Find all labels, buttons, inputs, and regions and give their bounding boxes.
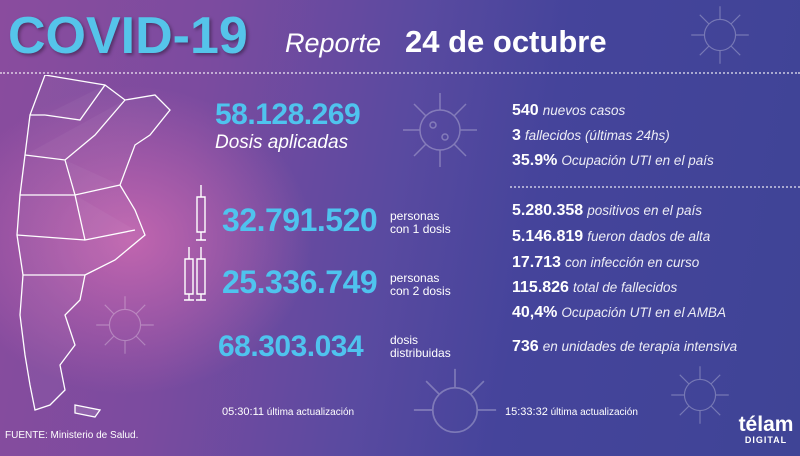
virus-icon xyxy=(671,366,729,424)
stat-label: positivos en el país xyxy=(587,203,703,218)
update-label: última actualización xyxy=(266,407,355,418)
label-line: con 1 dosis xyxy=(390,222,451,236)
title: COVID-19 xyxy=(8,7,248,65)
stat-label: fallecidos (últimas 24hs) xyxy=(524,128,670,143)
daily-row: 35.9% Ocupación UTI en el país xyxy=(512,152,714,170)
total-row: 736 en unidades de terapia intensiva xyxy=(512,338,737,356)
stat-value: 736 xyxy=(512,338,539,355)
label-line: distribuidas xyxy=(390,346,451,360)
total-row: 40,4% Ocupación UTI en el AMBA xyxy=(512,304,726,322)
syringe-icon xyxy=(184,185,206,301)
total-row: 5.280.358 positivos en el país xyxy=(512,202,702,220)
update-time: 05:30:11 xyxy=(222,406,265,418)
stat-label: total de fallecidos xyxy=(572,280,678,295)
telam-logo: télam DIGITAL xyxy=(738,414,794,445)
stat-value: 5.280.358 xyxy=(512,202,584,219)
stat-value: 115.826 xyxy=(512,279,569,296)
daily-row: 540 nuevos casos xyxy=(512,102,625,120)
label-line: personas xyxy=(390,271,440,285)
label-line: con 2 dosis xyxy=(390,284,451,298)
total-row: 115.826 total de fallecidos xyxy=(512,279,677,297)
stat-value: 40,4% xyxy=(512,304,558,321)
vaccination-update: 05:30:11 última actualización xyxy=(222,406,354,418)
total-row: 17.713 con infección en curso xyxy=(512,254,699,272)
virus-icon xyxy=(96,296,154,354)
stat-label: Ocupación UTI en el AMBA xyxy=(561,305,726,320)
virus-icon xyxy=(413,368,497,434)
stat-label: en unidades de terapia intensiva xyxy=(542,339,738,354)
stat-value: 540 xyxy=(512,102,539,119)
stat-value: 3 xyxy=(512,127,521,144)
subtitle: Reporte xyxy=(285,28,382,58)
update-label: última actualización xyxy=(550,407,638,418)
daily-row: 3 fallecidos (últimas 24hs) xyxy=(512,127,670,145)
divider xyxy=(0,72,800,74)
stat-value: 17.713 xyxy=(512,254,561,271)
stat-label: fueron dados de alta xyxy=(587,229,711,244)
doses-applied-value: 58.128.269 xyxy=(215,98,361,131)
logo-subtext: DIGITAL xyxy=(744,435,788,445)
one-dose-value: 32.791.520 xyxy=(222,202,378,238)
source: FUENTE: Ministerio de Salud. xyxy=(5,430,139,441)
logo-text: télam xyxy=(738,413,794,436)
divider xyxy=(510,186,800,188)
two-doses-value: 25.336.749 xyxy=(222,264,378,300)
one-dose-label: personas con 1 dosis xyxy=(390,210,451,236)
two-doses-label: personas con 2 dosis xyxy=(390,272,451,298)
update-time: 15:33:32 xyxy=(505,406,548,418)
distributed-value: 68.303.034 xyxy=(218,330,364,363)
stat-label: Ocupación UTI en el país xyxy=(561,153,714,168)
label-line: personas xyxy=(390,209,440,223)
stat-label: nuevos casos xyxy=(542,103,626,118)
doses-applied-label: Dosis aplicadas xyxy=(215,132,349,153)
report-date: 24 de octubre xyxy=(405,24,607,59)
virus-icon xyxy=(691,6,749,64)
stat-label: con infección en curso xyxy=(564,255,700,270)
argentina-map xyxy=(16,75,171,418)
virus-icon xyxy=(403,93,477,167)
distributed-label: dosis distribuidas xyxy=(390,334,451,360)
cases-update: 15:33:32 última actualización xyxy=(505,406,638,418)
label-line: dosis xyxy=(390,333,419,347)
stat-value: 5.146.819 xyxy=(512,228,584,245)
total-row: 5.146.819 fueron dados de alta xyxy=(512,228,710,246)
stat-value: 35.9% xyxy=(512,152,558,169)
